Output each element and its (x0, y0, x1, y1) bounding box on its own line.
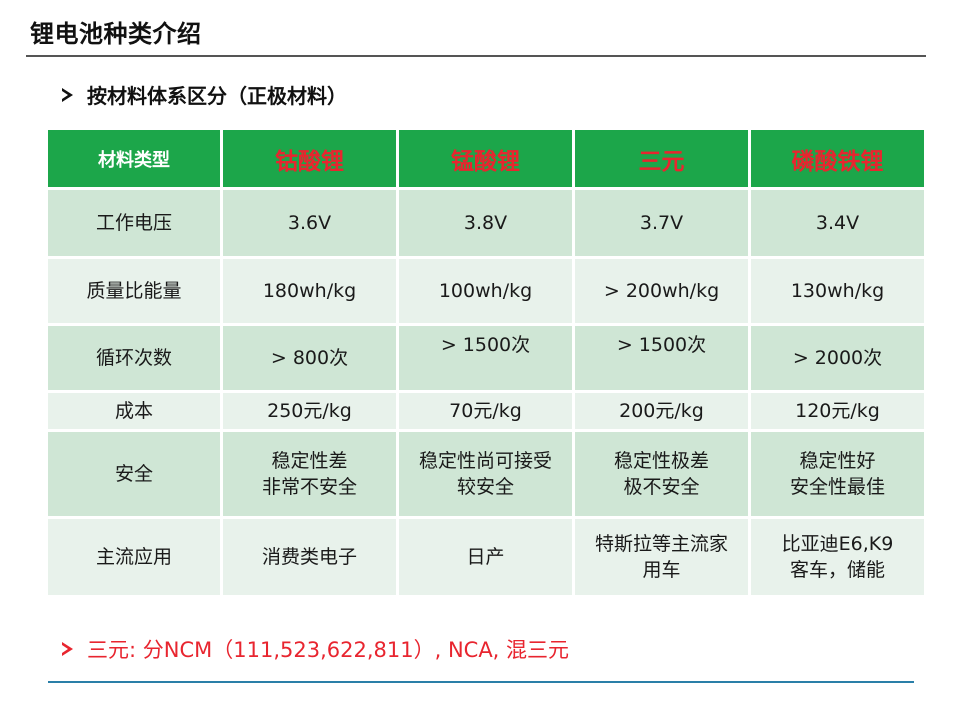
table-cell: 消费类电子 (223, 519, 396, 595)
row-label: 质量比能量 (48, 259, 220, 323)
table-cell: 稳定性好 安全性最佳 (751, 432, 924, 516)
table-row: 成本 250元/kg 70元/kg 200元/kg 120元/kg (48, 393, 924, 429)
table-header-cell: 钴酸锂 (223, 130, 396, 187)
table-cell: 70元/kg (399, 393, 572, 429)
table-cell: 3.6V (223, 190, 396, 256)
footer-divider (48, 681, 914, 683)
table-cell: 稳定性尚可接受 较安全 (399, 432, 572, 516)
table-cell: 3.4V (751, 190, 924, 256)
row-label: 主流应用 (48, 519, 220, 595)
table-row: 工作电压 3.6V 3.8V 3.7V 3.4V (48, 190, 924, 256)
cell-line: 较安全 (456, 476, 514, 498)
cell-line: 稳定性差 (271, 450, 348, 472)
table-row: 主流应用 消费类电子 日产 特斯拉等主流家 用车 比亚迪E6,K9 客车，储能 (48, 519, 924, 595)
cell-line: 稳定性极差 (613, 450, 709, 472)
table-cell: 3.8V (399, 190, 572, 256)
page-title: 锂电池种类介绍 (30, 20, 202, 48)
table-cell: 250元/kg (223, 393, 396, 429)
table-cell: 3.7V (575, 190, 748, 256)
battery-comparison-table: 材料类型 钴酸锂 锰酸锂 三元 磷酸铁锂 工作电压 3.6V 3.8V 3.7V… (45, 127, 927, 598)
table-cell: 200元/kg (575, 393, 748, 429)
table-row: 循环次数 > 800次 > 1500次 > 1500次 > 2000次 (48, 326, 924, 390)
table-header-cell: 材料类型 (48, 130, 220, 187)
table-cell: 特斯拉等主流家 用车 (575, 519, 748, 595)
table-cell: 120元/kg (751, 393, 924, 429)
row-label: 工作电压 (48, 190, 220, 256)
table-row: 安全 稳定性差 非常不安全 稳定性尚可接受 较安全 稳定性极差 极不安全 稳定性… (48, 432, 924, 516)
cell-line: 极不安全 (623, 476, 700, 498)
arrow-bullet-icon (62, 87, 73, 102)
table-cell: > 1500次 (399, 326, 572, 390)
cell-line: 客车，储能 (789, 559, 885, 581)
title-divider (26, 55, 926, 57)
table-cell: 100wh/kg (399, 259, 572, 323)
cell-line: 安全性最佳 (789, 476, 885, 498)
table-cell: 130wh/kg (751, 259, 924, 323)
cell-line: 非常不安全 (261, 476, 357, 498)
table-header-cell: 磷酸铁锂 (751, 130, 924, 187)
table-cell: 日产 (399, 519, 572, 595)
footnote: 三元: 分NCM（111,523,622,811）, NCA, 混三元 (62, 634, 569, 664)
table-cell: 稳定性极差 极不安全 (575, 432, 748, 516)
cell-line: 日产 (466, 546, 505, 568)
arrow-bullet-icon (62, 642, 73, 656)
table-header-cell: 三元 (575, 130, 748, 187)
table-cell: > 2000次 (751, 326, 924, 390)
cell-line: 用车 (642, 559, 681, 581)
table-cell: > 800次 (223, 326, 396, 390)
cell-line: 稳定性好 (799, 450, 876, 472)
cell-line: 比亚迪E6,K9 (781, 533, 894, 555)
section-heading-text: 按材料体系区分（正极材料） (87, 84, 347, 108)
cell-line: 消费类电子 (261, 546, 357, 568)
table-row: 质量比能量 180wh/kg 100wh/kg > 200wh/kg 130wh… (48, 259, 924, 323)
table-header-row: 材料类型 钴酸锂 锰酸锂 三元 磷酸铁锂 (48, 130, 924, 187)
section-heading: 按材料体系区分（正极材料） (62, 80, 347, 109)
table-cell: > 200wh/kg (575, 259, 748, 323)
row-label: 安全 (48, 432, 220, 516)
table-cell: 比亚迪E6,K9 客车，储能 (751, 519, 924, 595)
row-label: 循环次数 (48, 326, 220, 390)
table-cell: 180wh/kg (223, 259, 396, 323)
cell-line: 特斯拉等主流家 (594, 533, 728, 555)
footnote-text: 三元: 分NCM（111,523,622,811）, NCA, 混三元 (87, 638, 570, 662)
table-cell: 稳定性差 非常不安全 (223, 432, 396, 516)
table-cell: > 1500次 (575, 326, 748, 390)
table-header-cell: 锰酸锂 (399, 130, 572, 187)
row-label: 成本 (48, 393, 220, 429)
cell-line: 稳定性尚可接受 (418, 450, 552, 472)
